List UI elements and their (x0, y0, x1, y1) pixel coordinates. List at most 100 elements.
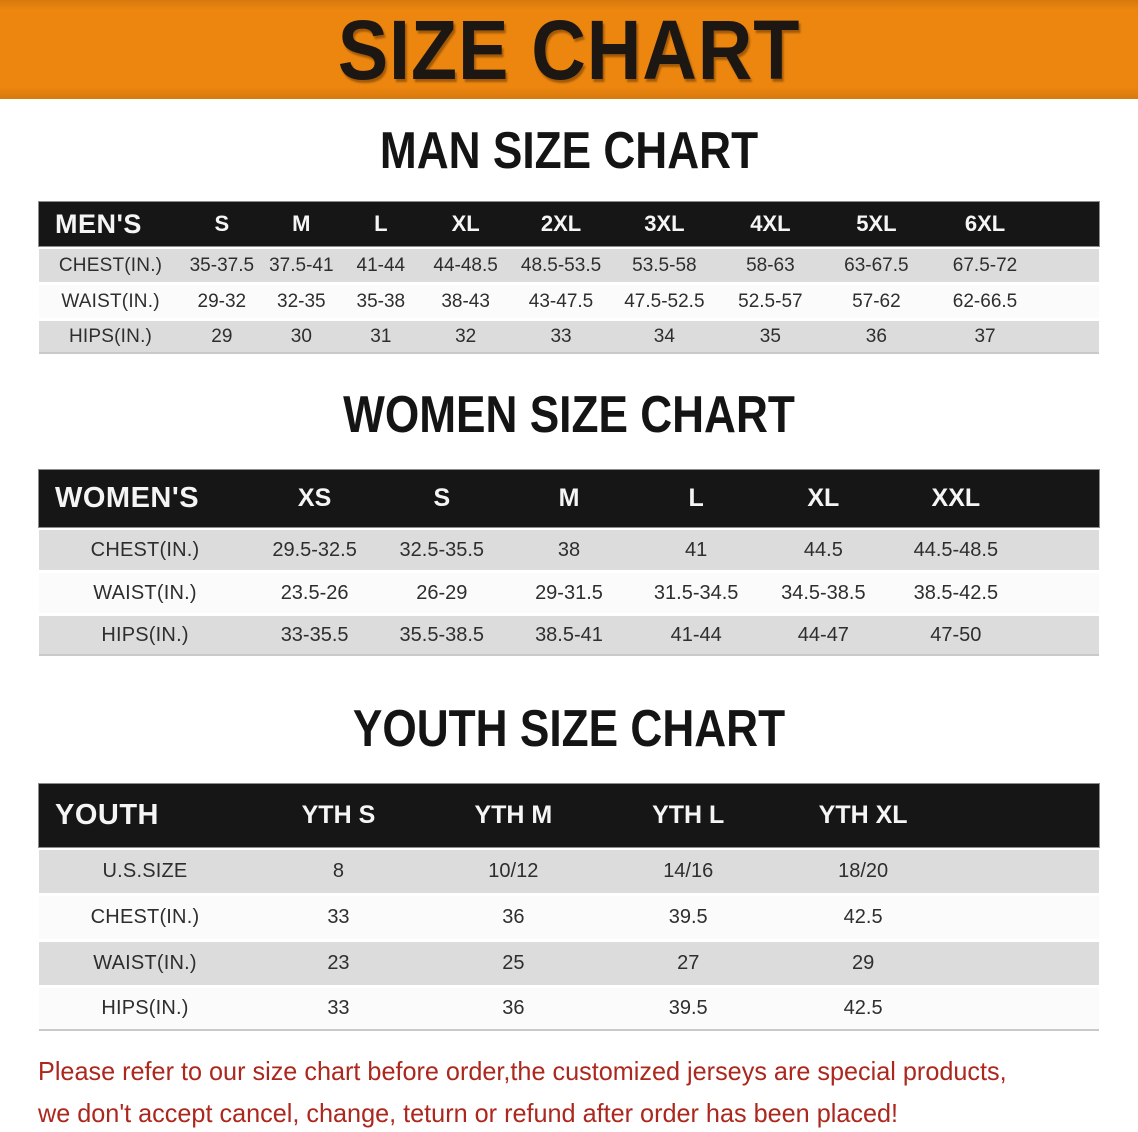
size-cell: 25 (425, 942, 601, 986)
spacer-cell (1024, 616, 1099, 657)
size-cell: 38 (505, 530, 633, 571)
size-cell: 48.5-53.5 (510, 249, 612, 283)
size-cell: 62-66.5 (929, 285, 1041, 319)
column-header: M (261, 202, 342, 247)
size-cell: 32.5-35.5 (378, 530, 506, 571)
size-cell: 39.5 (600, 988, 776, 1032)
column-header: 2XL (510, 202, 612, 247)
spacer-cell (1040, 321, 1099, 355)
spacer-cell (1040, 285, 1099, 319)
men-section-heading: MAN SIZE CHART (379, 122, 759, 180)
column-header: YTH M (425, 784, 601, 848)
size-cell: 29 (182, 321, 262, 355)
size-cell: 41-44 (632, 616, 760, 657)
size-cell: 33 (251, 988, 426, 1032)
size-cell: 31 (341, 321, 421, 355)
banner-title: SIZE CHART (337, 2, 801, 97)
table-header-label: WOMEN'S (39, 470, 252, 528)
column-header: YTH L (600, 784, 776, 848)
size-cell: 35.5-38.5 (378, 616, 506, 657)
size-cell: 38.5-41 (505, 616, 633, 657)
spacer-cell (950, 988, 1099, 1032)
row-label: WAIST(IN.) (39, 573, 252, 614)
column-header: XL (759, 470, 887, 528)
column-header: 6XL (929, 202, 1041, 247)
row-label: WAIST(IN.) (39, 942, 251, 986)
size-cell: 34.5-38.5 (759, 573, 887, 614)
size-cell: 47.5-52.5 (611, 285, 718, 319)
size-cell: 35-37.5 (182, 249, 262, 283)
section-men: MAN SIZE CHART MEN'S S M L XL 2XL 3XL 4XL 5XL 6XL… (0, 123, 1138, 357)
row-label: HIPS(IN.) (39, 321, 183, 355)
column-header: YTH S (251, 784, 426, 848)
size-cell: 41 (632, 530, 760, 571)
section-youth: YOUTH SIZE CHART YOUTH YTH S YTH M YTH L YTH… (0, 701, 1138, 1034)
size-cell: 32 (420, 321, 511, 355)
table-header-row: WOMEN'S XS S M L XL XXL (39, 470, 1099, 528)
row-label: U.S.SIZE (39, 850, 251, 894)
row-label: CHEST(IN.) (39, 249, 183, 283)
size-cell: 57-62 (823, 285, 930, 319)
size-cell: 42.5 (775, 896, 951, 940)
table-row: WAIST(IN.) 23.5-26 26-29 29-31.5 31.5-34.5 34… (39, 573, 1099, 614)
table-row: CHEST(IN.) 29.5-32.5 32.5-35.5 38 41 44.5 44.5… (39, 530, 1099, 571)
size-cell: 47-50 (886, 616, 1025, 657)
row-label: CHEST(IN.) (39, 530, 252, 571)
size-cell: 35-38 (341, 285, 421, 319)
size-cell: 38-43 (420, 285, 511, 319)
size-cell: 32-35 (261, 285, 342, 319)
spacer-cell (1024, 530, 1099, 571)
column-header: XS (251, 470, 379, 528)
row-label: WAIST(IN.) (39, 285, 183, 319)
size-cell: 35 (717, 321, 824, 355)
table-row: U.S.SIZE 8 10/12 14/16 18/20 (39, 850, 1099, 894)
size-cell: 33 (510, 321, 612, 355)
row-label: HIPS(IN.) (39, 616, 252, 657)
size-cell: 44-48.5 (420, 249, 511, 283)
spacer-cell (950, 942, 1099, 986)
size-cell: 43-47.5 (510, 285, 612, 319)
table-row: CHEST(IN.) 35-37.5 37.5-41 41-44 44-48.5 48.5… (39, 249, 1099, 283)
size-cell: 23.5-26 (251, 573, 379, 614)
size-cell: 53.5-58 (611, 249, 718, 283)
size-cell: 44.5 (759, 530, 887, 571)
size-cell: 41-44 (341, 249, 421, 283)
size-cell: 8 (251, 850, 426, 894)
column-header: XXL (886, 470, 1025, 528)
column-header: 3XL (611, 202, 718, 247)
size-cell: 67.5-72 (929, 249, 1041, 283)
size-cell: 26-29 (378, 573, 506, 614)
spacer-cell (1040, 202, 1099, 247)
men-size-table: MEN'S S M L XL 2XL 3XL 4XL 5XL 6XL CHEST(IN.) 35-37… (39, 199, 1099, 357)
size-cell: 52.5-57 (717, 285, 824, 319)
women-section-heading: WOMEN SIZE CHART (343, 386, 795, 445)
column-header: L (341, 202, 421, 247)
size-cell: 14/16 (600, 850, 776, 894)
column-header: M (505, 470, 633, 528)
table-header-row: MEN'S S M L XL 2XL 3XL 4XL 5XL 6XL (39, 202, 1099, 247)
size-cell: 63-67.5 (823, 249, 930, 283)
youth-section-heading: YOUTH SIZE CHART (352, 700, 786, 759)
size-cell: 29 (775, 942, 951, 986)
section-women: WOMEN SIZE CHART WOMEN'S XS S M L XL XXL CHEST(… (0, 387, 1138, 659)
table-row: WAIST(IN.) 23 25 27 29 (39, 942, 1099, 986)
table-header-row: YOUTH YTH S YTH M YTH L YTH XL (39, 784, 1099, 848)
table-row: WAIST(IN.) 29-32 32-35 35-38 38-43 43-47.5 47.… (39, 285, 1099, 319)
footer-note: Please refer to our size chart before or… (0, 1050, 1138, 1132)
size-cell: 29-31.5 (505, 573, 633, 614)
size-cell: 23 (251, 942, 426, 986)
size-cell: 39.5 (600, 896, 776, 940)
size-cell: 36 (425, 988, 601, 1032)
size-cell: 33-35.5 (251, 616, 379, 657)
size-cell: 42.5 (775, 988, 951, 1032)
row-label: HIPS(IN.) (39, 988, 251, 1032)
size-cell: 37 (929, 321, 1041, 355)
size-cell: 36 (823, 321, 930, 355)
spacer-cell (950, 784, 1099, 848)
size-cell: 30 (261, 321, 342, 355)
column-header: S (182, 202, 262, 247)
size-cell: 58-63 (717, 249, 824, 283)
size-cell: 29-32 (182, 285, 262, 319)
size-chart-banner: SIZE CHART (0, 0, 1138, 99)
table-row: CHEST(IN.) 33 36 39.5 42.5 (39, 896, 1099, 940)
